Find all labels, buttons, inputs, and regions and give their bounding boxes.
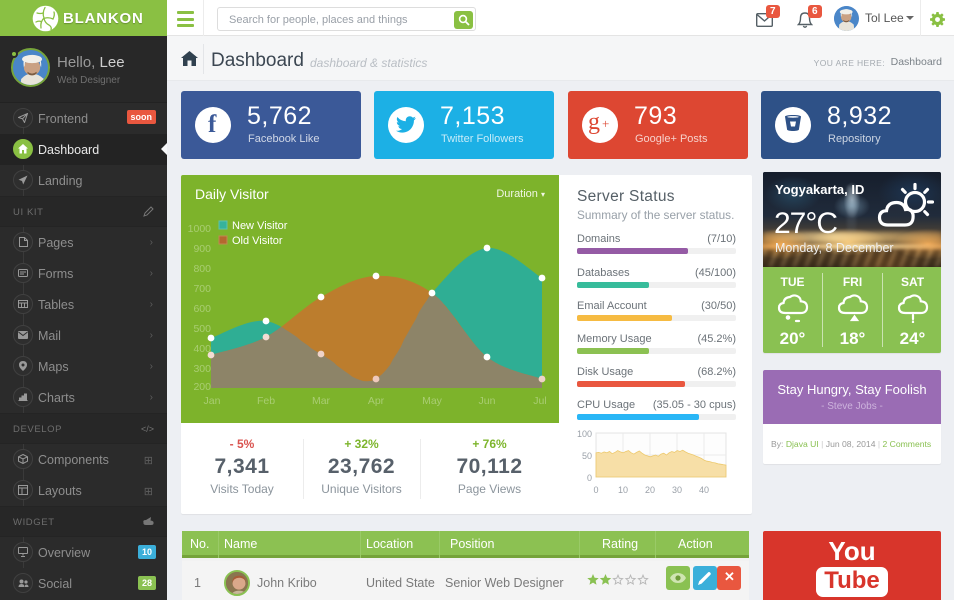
svg-text:Old Visitor: Old Visitor (232, 235, 283, 247)
svg-text:30: 30 (672, 485, 682, 495)
svg-text:New Visitor: New Visitor (232, 220, 288, 232)
svg-text:May: May (422, 395, 443, 407)
svg-text:400: 400 (193, 343, 211, 355)
svg-text:1000: 1000 (188, 223, 212, 235)
svg-text:40: 40 (699, 485, 709, 495)
svg-text:500: 500 (193, 323, 211, 335)
svg-text:Jun: Jun (479, 395, 496, 407)
svg-text:10: 10 (618, 485, 628, 495)
svg-text:Jan: Jan (204, 395, 221, 407)
svg-text:200: 200 (193, 381, 211, 393)
svg-text:50: 50 (582, 451, 592, 461)
svg-text:700: 700 (193, 283, 211, 295)
svg-text:100: 100 (577, 429, 592, 439)
svg-text:Apr: Apr (368, 395, 385, 407)
svg-text:0: 0 (587, 473, 592, 483)
svg-text:20: 20 (645, 485, 655, 495)
svg-text:800: 800 (193, 263, 211, 275)
svg-text:Jul: Jul (533, 395, 546, 407)
svg-text:300: 300 (193, 363, 211, 375)
svg-text:Mar: Mar (312, 395, 331, 407)
svg-text:Feb: Feb (257, 395, 275, 407)
svg-text:0: 0 (593, 485, 598, 495)
svg-text:900: 900 (193, 243, 211, 255)
svg-text:600: 600 (193, 303, 211, 315)
